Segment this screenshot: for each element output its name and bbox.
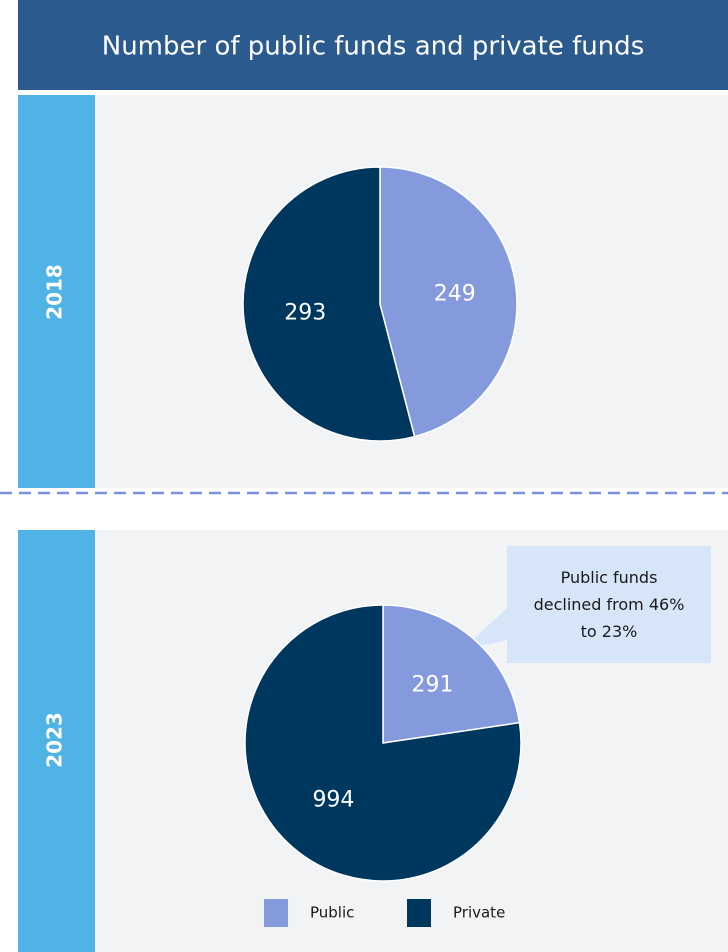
legend-label: Public bbox=[310, 904, 354, 922]
callout bbox=[507, 546, 711, 663]
data-label: 291 bbox=[412, 673, 454, 698]
chart-title: Number of public funds and private funds bbox=[102, 32, 644, 62]
year-label: 2023 bbox=[43, 712, 67, 768]
year-bar bbox=[18, 530, 95, 952]
pie-slice bbox=[242, 166, 416, 442]
pie-slice bbox=[379, 166, 518, 438]
year-label: 2018 bbox=[43, 264, 67, 320]
pie-slice bbox=[244, 604, 522, 882]
annotation: Public funds declined from 46% to 23% bbox=[533, 568, 685, 641]
legend-label: Private bbox=[453, 904, 505, 922]
data-label: 249 bbox=[434, 281, 476, 306]
legend-swatch bbox=[264, 899, 288, 927]
year-bar bbox=[18, 95, 95, 488]
data-label: 994 bbox=[312, 787, 354, 812]
pie-slice bbox=[382, 604, 521, 744]
header bbox=[18, 0, 728, 90]
legend-swatch bbox=[407, 899, 431, 927]
data-label: 293 bbox=[284, 301, 326, 326]
